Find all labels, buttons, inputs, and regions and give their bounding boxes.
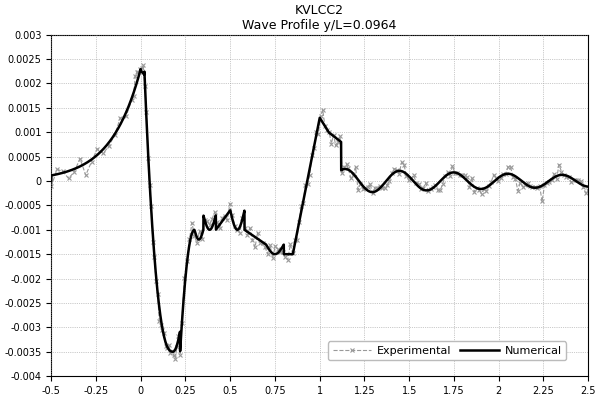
Numerical bbox=[303, 182, 310, 187]
Experimental bbox=[284, 257, 292, 262]
Experimental bbox=[224, 218, 231, 223]
Numerical bbox=[169, 349, 176, 354]
Line: Experimental: Experimental bbox=[49, 63, 590, 361]
Experimental bbox=[116, 116, 124, 120]
Numerical bbox=[568, 176, 575, 181]
Numerical bbox=[137, 67, 144, 72]
Experimental bbox=[149, 239, 157, 244]
Experimental bbox=[463, 175, 470, 180]
Experimental bbox=[256, 240, 263, 245]
Experimental bbox=[172, 356, 179, 361]
Line: Numerical: Numerical bbox=[51, 69, 588, 352]
Numerical bbox=[438, 178, 445, 182]
Numerical bbox=[274, 251, 281, 256]
Experimental bbox=[584, 188, 592, 192]
Experimental bbox=[140, 63, 147, 68]
Numerical bbox=[278, 246, 285, 251]
Title: KVLCC2
Wave Profile y/L=0.0964: KVLCC2 Wave Profile y/L=0.0964 bbox=[242, 4, 397, 32]
Numerical bbox=[47, 179, 55, 184]
Legend: Experimental, Numerical: Experimental, Numerical bbox=[328, 342, 566, 360]
Numerical bbox=[584, 184, 592, 189]
Numerical bbox=[542, 181, 549, 186]
Experimental bbox=[47, 184, 55, 189]
